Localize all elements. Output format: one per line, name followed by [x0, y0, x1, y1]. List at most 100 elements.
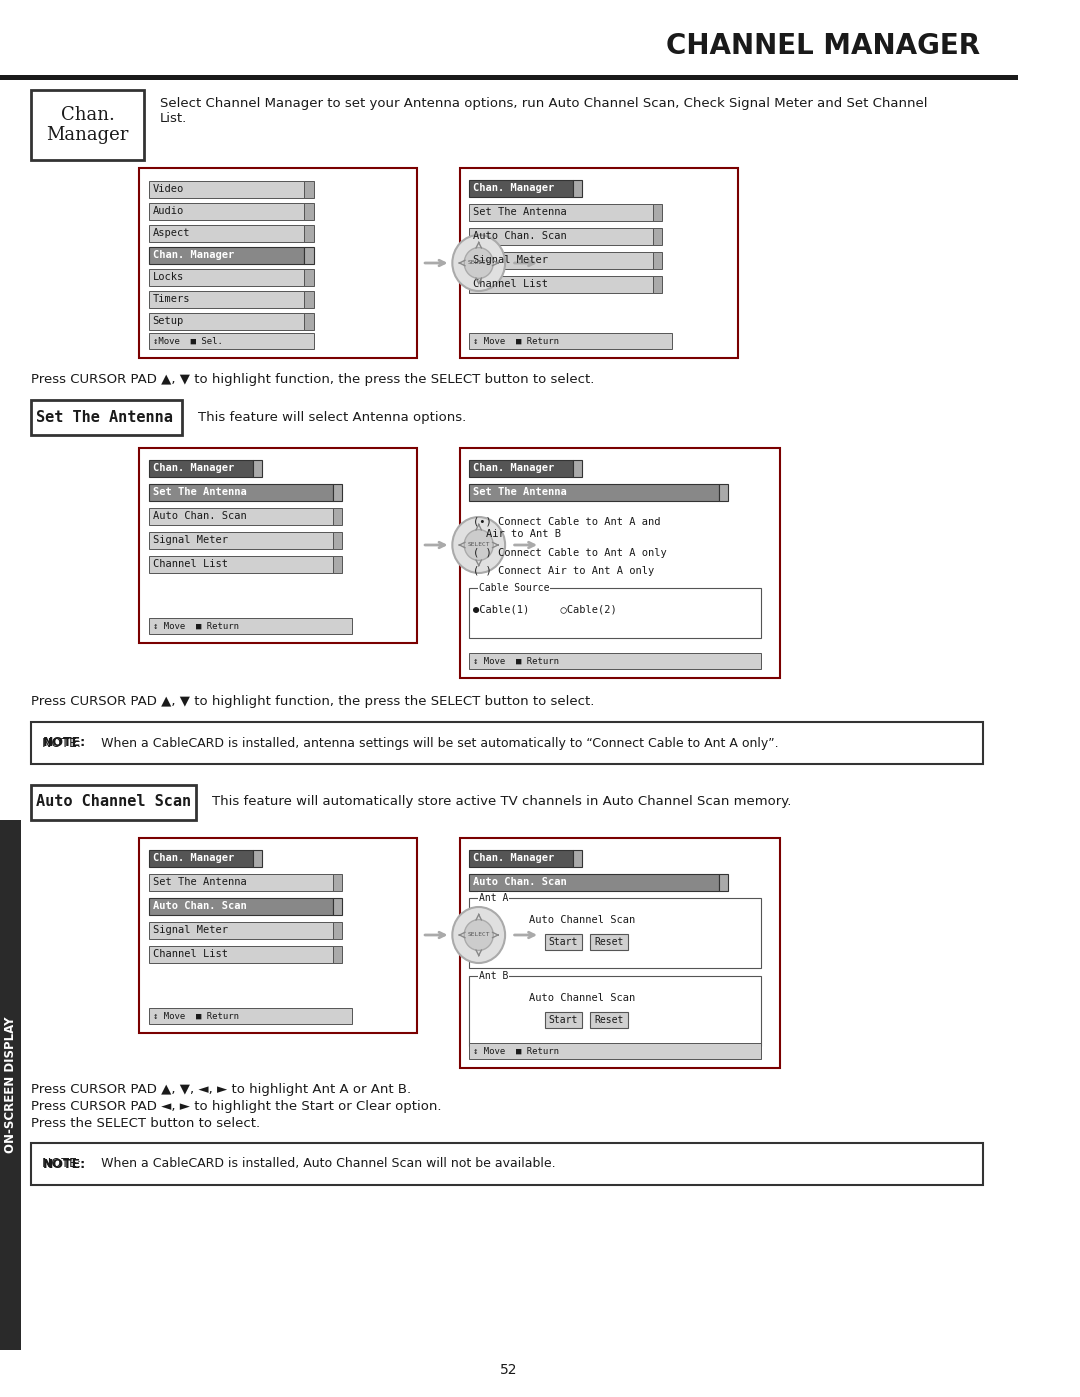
Text: Channel List: Channel List [473, 279, 548, 289]
Text: ↕ Move  ■ Return: ↕ Move ■ Return [152, 622, 239, 630]
Circle shape [453, 517, 505, 573]
Text: Signal Meter: Signal Meter [152, 535, 228, 545]
Bar [149, 898, 333, 915]
Bar [470, 277, 653, 293]
Text: Signal Meter: Signal Meter [152, 925, 228, 935]
Text: Channel List: Channel List [152, 559, 228, 569]
Text: Auto Channel Scan: Auto Channel Scan [529, 915, 635, 925]
Text: ●Cable(1)     ○Cable(2): ●Cable(1) ○Cable(2) [473, 605, 617, 615]
Bar [333, 532, 342, 549]
Text: Reset: Reset [594, 937, 623, 947]
Circle shape [464, 247, 494, 278]
Text: ↕ Move  ■ Return: ↕ Move ■ Return [152, 1011, 239, 1020]
Text: Set The Antenna: Set The Antenna [473, 207, 567, 217]
Bar [333, 898, 342, 915]
Bar [139, 448, 418, 643]
Bar [149, 509, 333, 525]
Text: ↕Move  ■ Sel.: ↕Move ■ Sel. [152, 337, 222, 345]
Text: SELECT: SELECT [468, 933, 490, 937]
Text: Chan. Manager: Chan. Manager [473, 854, 554, 863]
Bar [0, 820, 21, 1350]
Bar [653, 228, 662, 244]
Text: ON-SCREEN DISPLAY: ON-SCREEN DISPLAY [4, 1017, 17, 1154]
Bar [333, 509, 342, 525]
Text: Locks: Locks [152, 272, 184, 282]
Text: Start: Start [549, 937, 578, 947]
Text: Set The Antenna: Set The Antenna [152, 488, 246, 497]
Bar [470, 588, 761, 638]
Bar [460, 448, 780, 678]
Text: ↕ Move  ■ Return: ↕ Move ■ Return [473, 657, 559, 665]
Text: Set The Antenna: Set The Antenna [36, 409, 173, 425]
Text: Aspect: Aspect [152, 228, 190, 237]
Text: Reset: Reset [594, 1016, 623, 1025]
Bar [333, 922, 342, 939]
Bar [470, 460, 573, 476]
Bar [139, 838, 418, 1032]
Circle shape [453, 907, 505, 963]
Text: Ant B: Ant B [478, 971, 508, 981]
Text: Signal Meter: Signal Meter [473, 256, 548, 265]
Bar [149, 203, 305, 219]
Text: CHANNEL MANAGER: CHANNEL MANAGER [666, 32, 980, 60]
Bar [31, 400, 181, 434]
Bar [333, 946, 342, 963]
Bar [305, 270, 314, 286]
Text: Air to Ant B: Air to Ant B [486, 529, 562, 539]
Text: Press the SELECT button to select.: Press the SELECT button to select. [31, 1118, 260, 1130]
Text: ( ) Connect Cable to Ant A only: ( ) Connect Cable to Ant A only [473, 548, 666, 557]
Text: ↕ Move  ■ Return: ↕ Move ■ Return [473, 337, 559, 345]
Bar [149, 875, 333, 891]
Bar [305, 247, 314, 264]
Text: Press CURSOR PAD ▲, ▼, ◄, ► to highlight Ant A or Ant B.: Press CURSOR PAD ▲, ▼, ◄, ► to highlight… [31, 1083, 411, 1097]
Bar [149, 182, 305, 198]
Bar [470, 204, 653, 221]
Circle shape [464, 919, 494, 950]
Bar [470, 251, 653, 270]
Bar [470, 849, 573, 868]
Bar [590, 1011, 627, 1028]
Bar [470, 332, 672, 349]
Text: SELECT: SELECT [468, 542, 490, 548]
Bar [31, 722, 983, 764]
Text: Chan. Manager: Chan. Manager [473, 183, 554, 193]
Text: Set The Antenna: Set The Antenna [473, 488, 567, 497]
Bar [470, 483, 719, 502]
Bar [149, 291, 305, 307]
Bar [333, 556, 342, 573]
Bar [470, 180, 573, 197]
Bar [31, 785, 195, 820]
Text: Ant A: Ant A [478, 893, 508, 902]
Text: Chan. Manager: Chan. Manager [152, 462, 234, 474]
Bar [719, 875, 728, 891]
Text: (•) Connect Cable to Ant A and: (•) Connect Cable to Ant A and [473, 515, 661, 527]
Text: NOTE:     When a CableCARD is installed, antenna settings will be set automatica: NOTE: When a CableCARD is installed, ant… [42, 736, 779, 750]
Bar [149, 556, 333, 573]
Bar [544, 935, 582, 950]
Bar [149, 313, 305, 330]
Bar [460, 168, 738, 358]
Bar [139, 168, 418, 358]
Text: ( ) Connect Air to Ant A only: ( ) Connect Air to Ant A only [473, 566, 654, 576]
Text: 52: 52 [500, 1363, 517, 1377]
Bar [31, 1143, 983, 1185]
Text: Press CURSOR PAD ◄, ► to highlight the Start or Clear option.: Press CURSOR PAD ◄, ► to highlight the S… [31, 1099, 442, 1113]
Bar [149, 849, 253, 868]
Text: Timers: Timers [152, 293, 190, 305]
Bar [573, 180, 582, 197]
Bar [149, 946, 333, 963]
Bar [253, 849, 262, 868]
Bar [305, 225, 314, 242]
Text: Cable Source: Cable Source [478, 583, 550, 592]
Bar [470, 228, 653, 244]
Bar [149, 922, 333, 939]
Bar [333, 875, 342, 891]
Bar [31, 89, 145, 161]
Text: Auto Chan. Scan: Auto Chan. Scan [473, 231, 567, 242]
Text: Press CURSOR PAD ▲, ▼ to highlight function, the press the SELECT button to sele: Press CURSOR PAD ▲, ▼ to highlight funct… [31, 373, 594, 386]
Text: Video: Video [152, 184, 184, 194]
Text: Auto Chan. Scan: Auto Chan. Scan [152, 511, 246, 521]
Text: This feature will automatically store active TV channels in Auto Channel Scan me: This feature will automatically store ac… [212, 795, 792, 809]
Text: Start: Start [549, 1016, 578, 1025]
Text: NOTE:     When a CableCARD is installed, Auto Channel Scan will not be available: NOTE: When a CableCARD is installed, Aut… [42, 1158, 556, 1171]
